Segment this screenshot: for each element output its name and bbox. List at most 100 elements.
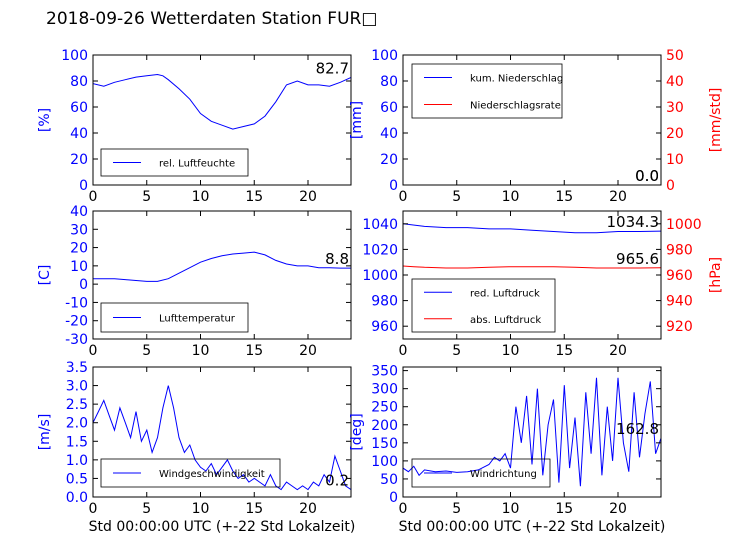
y-tick-label: 1020 — [362, 242, 398, 258]
last-value-label: 0.0 — [635, 167, 659, 185]
y-tick-label: 250 — [371, 400, 398, 416]
y-tick-label: -10 — [65, 295, 88, 311]
last-value-label: 1034.3 — [607, 213, 660, 231]
legend-label: kum. Niederschlag — [470, 74, 563, 85]
y-tick-label: 3.0 — [66, 379, 88, 395]
axes-frame — [402, 54, 662, 186]
y-tick-label: 1040 — [362, 217, 398, 233]
y-tick-label: 1.0 — [66, 453, 88, 469]
x-tick-label: 10 — [192, 501, 210, 517]
y-axis-label: [%] — [37, 108, 53, 132]
x-tick-label: 10 — [192, 189, 210, 205]
x-tick-label: 0 — [89, 501, 98, 517]
x-tick-label: 15 — [245, 343, 263, 359]
x-tick-label: 20 — [609, 189, 627, 205]
y-axis-label: [m/s] — [37, 414, 53, 451]
y-tick-label: 2.5 — [66, 397, 88, 413]
series-line-1 — [403, 223, 661, 234]
x-tick-label: 15 — [245, 501, 263, 517]
axes-frame — [92, 366, 352, 498]
axes-frame — [92, 210, 352, 340]
x-tick-label: 0 — [399, 501, 408, 517]
x-tick-label: 0 — [89, 343, 98, 359]
x-tick-label: 15 — [555, 343, 573, 359]
chart-panel-wind-speed: 0 5 10 15 20 0.0 0.5 1.0 1.5 2.0 2.5 3.0 3.5 [m/s] Std… — [37, 360, 355, 535]
y-tick-label: 100 — [61, 48, 88, 64]
x-axis-label: Std 00:00:00 UTC (+-22 Std Lokalzeit) — [89, 519, 356, 535]
y2-tick-label: 30 — [666, 100, 684, 116]
y-tick-label: 40 — [70, 126, 88, 142]
chart-panel-humidity: 0 5 10 15 20 0 20 40 60 80 100 [%] rel. Luftfeuchte 8… — [37, 48, 352, 205]
legend-label: rel. Luftfeuchte — [159, 159, 235, 170]
last-value-label-2: 965.6 — [616, 250, 659, 268]
y-tick-label: 2.0 — [66, 416, 88, 432]
y-tick-label: 0.5 — [66, 471, 88, 487]
legend-box — [411, 63, 563, 119]
legend-label: Windgeschwindigkeit — [159, 469, 265, 480]
chart-panel-precipitation: 0 5 10 15 20 0 20 40 60 80 100 0 10 20 30 40 50 [mm] [mm/s… — [349, 48, 724, 205]
x-tick-label: 15 — [555, 501, 573, 517]
legend-label: Niederschlagsrate — [470, 101, 561, 112]
x-tick-label: 0 — [89, 189, 98, 205]
y-tick-label: -30 — [65, 332, 88, 348]
y-tick-label: 0 — [389, 490, 398, 506]
y-tick-label: 20 — [70, 241, 88, 257]
y2-tick-label: 920 — [666, 319, 693, 335]
y-tick-label: 3.5 — [66, 360, 88, 376]
y-tick-label: 960 — [371, 319, 398, 335]
x-axis-label: Std 00:00:00 UTC (+-22 Std Lokalzeit) — [399, 519, 666, 535]
x-tick-label: 5 — [142, 189, 151, 205]
y-tick-label: 1.5 — [66, 434, 88, 450]
y-tick-label: 350 — [371, 364, 398, 380]
series-line-2 — [403, 265, 661, 269]
y-axis-label: [mm] — [349, 101, 365, 139]
x-tick-label: 10 — [192, 343, 210, 359]
y-tick-label: 60 — [70, 100, 88, 116]
series-line-1 — [93, 251, 351, 282]
x-tick-label: 20 — [299, 501, 317, 517]
x-tick-label: 5 — [452, 501, 461, 517]
y-tick-label: 100 — [371, 454, 398, 470]
y-tick-label: 30 — [70, 222, 88, 238]
last-value-label: 0.2 — [325, 472, 349, 490]
chart-panel-temperature: 0 5 10 15 20 -30 -20 -10 0 10 20 30 40 [C] Lufttempera… — [37, 204, 352, 359]
axes-frame — [402, 366, 662, 498]
y-tick-label: 150 — [371, 436, 398, 452]
y2-tick-label: 980 — [666, 242, 693, 258]
last-value-label: 162.8 — [616, 420, 659, 438]
y2-tick-label: 20 — [666, 126, 684, 142]
y2-tick-label: 940 — [666, 294, 693, 310]
y-tick-label: 40 — [70, 204, 88, 220]
y-tick-label: 100 — [371, 48, 398, 64]
y-tick-label: 300 — [371, 382, 398, 398]
y2-tick-label: 960 — [666, 268, 693, 284]
y-tick-label: 0.0 — [66, 490, 88, 506]
last-value-label: 82.7 — [316, 59, 349, 77]
x-tick-label: 20 — [609, 343, 627, 359]
y-tick-label: 50 — [380, 472, 398, 488]
x-tick-label: 5 — [452, 343, 461, 359]
y-tick-label: 80 — [70, 74, 88, 90]
chart-panel-pressure: 0 5 10 15 20 960 980 1000 1020 1040 920 940 960 980 10… — [362, 210, 724, 359]
x-tick-label: 20 — [299, 189, 317, 205]
legend-box — [411, 458, 551, 488]
last-value-label-2: 0.0 — [635, 167, 659, 185]
series-line-1 — [93, 73, 351, 130]
legend-box — [100, 148, 249, 177]
y-tick-label: 20 — [70, 152, 88, 168]
x-tick-label: 10 — [502, 343, 520, 359]
legend-label: Windrichtung — [470, 469, 537, 480]
x-tick-label: 5 — [142, 501, 151, 517]
y-axis-label: [deg] — [349, 413, 365, 450]
y-tick-label: 1000 — [362, 268, 398, 284]
x-tick-label: 20 — [299, 343, 317, 359]
y2-tick-label: 50 — [666, 48, 684, 64]
y2-axis-label: [hPa] — [708, 257, 724, 293]
legend-label: Lufttemperatur — [159, 314, 236, 325]
y-tick-label: 60 — [380, 100, 398, 116]
y-tick-label: 20 — [380, 152, 398, 168]
y-tick-label: 980 — [371, 294, 398, 310]
y2-axis-label: [mm/std] — [708, 88, 724, 153]
